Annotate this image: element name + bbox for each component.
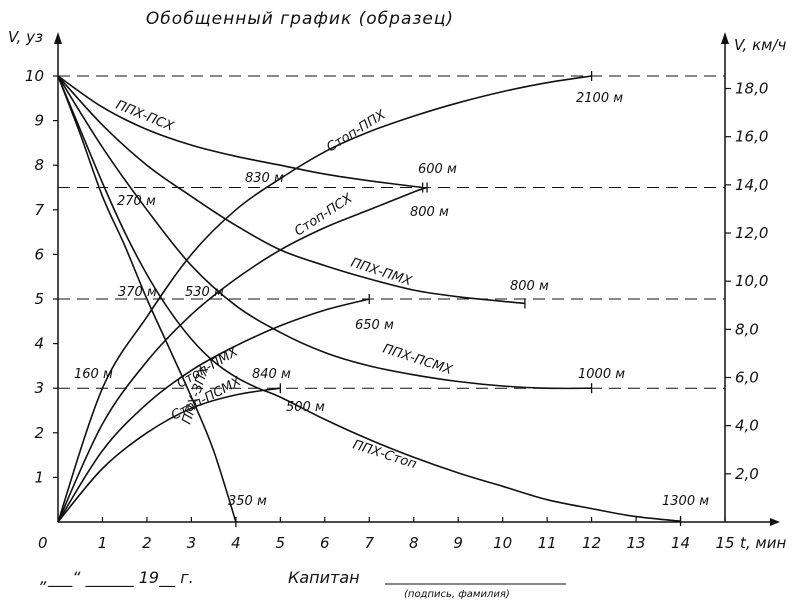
y-axis-left-label: V, уз bbox=[8, 28, 43, 46]
series-label-stop-pskh: Стоп-ПСХ bbox=[292, 190, 356, 239]
y-axis-left-arrow bbox=[54, 32, 62, 44]
y-tick-left-label: 7 bbox=[34, 201, 44, 219]
distance-labels: 600 м 800 м 800 м 1000 м 1300 м 350 м 21… bbox=[74, 91, 709, 509]
x-tick-label: 10 bbox=[493, 534, 512, 552]
series-label-ppkh-stop: ППХ-Стоп bbox=[351, 438, 419, 473]
series-line bbox=[57, 75, 592, 390]
y-tick-right-label: 6,0 bbox=[735, 369, 759, 387]
distance-label-2100: 2100 м bbox=[576, 91, 623, 106]
footer: „___“ ______ 19__ г. Капитан (подпись, ф… bbox=[40, 568, 566, 600]
x-tick-label: 2 bbox=[142, 534, 152, 552]
x-tick-label: 8 bbox=[409, 534, 419, 552]
series-layer bbox=[57, 71, 682, 527]
x-tick-label: 14 bbox=[671, 534, 690, 552]
x-tick-label: 3 bbox=[187, 534, 197, 552]
series-line bbox=[57, 186, 428, 523]
x-tick-label: 13 bbox=[627, 534, 646, 552]
series-line bbox=[57, 298, 370, 523]
y-tick-right-label: 12,0 bbox=[735, 224, 768, 242]
distance-label-1300: 1300 м bbox=[662, 494, 709, 509]
curve-labels: ППХ-ПСХ ППХ-ПМХ ППХ-ПСМХ ППХ-Стоп ППХ-ЗП… bbox=[114, 98, 456, 473]
signature-caption: (подпись, фамилия) bbox=[404, 589, 510, 600]
y-tick-left-label: 6 bbox=[34, 245, 44, 263]
x-tick-label: 9 bbox=[453, 534, 463, 552]
distance-label-270: 270 м bbox=[117, 194, 156, 209]
y-tick-right-label: 16,0 bbox=[735, 128, 768, 146]
y-tick-right-label: 8,0 bbox=[735, 320, 759, 338]
series-line bbox=[57, 75, 237, 523]
x-tick-label: 11 bbox=[538, 534, 557, 552]
x-tick-label: 6 bbox=[320, 534, 330, 552]
distance-label-830: 830 м bbox=[245, 171, 284, 186]
y-tick-right-label: 14,0 bbox=[735, 176, 768, 194]
distance-label-800-mid: 800 м bbox=[510, 279, 549, 294]
chart-title: Обобщенный график (образец) bbox=[146, 9, 454, 29]
series-line bbox=[57, 75, 592, 523]
y-tick-left-label: 3 bbox=[34, 379, 44, 397]
distance-label-800-top: 800 м bbox=[410, 205, 449, 220]
x-tick-label: 5 bbox=[276, 534, 286, 552]
distance-label-840: 840 м bbox=[252, 367, 291, 382]
y-tick-left-label: 1 bbox=[34, 468, 44, 486]
x-tick-label: 15 bbox=[715, 534, 734, 552]
distance-label-530: 530 м bbox=[185, 285, 224, 300]
series-label-stop-ppkh: Стоп-ППХ bbox=[324, 107, 389, 155]
distance-label-160: 160 м bbox=[74, 367, 113, 382]
x-tick-label: 1 bbox=[98, 534, 108, 552]
x-tick-label: 4 bbox=[231, 534, 241, 552]
y-tick-left-label: 5 bbox=[34, 290, 44, 308]
y-tick-left-label: 10 bbox=[25, 67, 44, 85]
y-tick-left-label: 2 bbox=[34, 424, 44, 442]
origin-label: 0 bbox=[38, 534, 48, 552]
series-line bbox=[57, 387, 281, 523]
ticks-layer: 1 2 3 4 5 6 7 8 9 10 11 12 13 14 15123456789102,04,06,… bbox=[25, 67, 769, 552]
y-tick-right-label: 2,0 bbox=[735, 465, 759, 483]
distance-label-1000: 1000 м bbox=[578, 367, 625, 382]
y-axis-right-arrow bbox=[721, 32, 729, 44]
y-tick-left-label: 9 bbox=[34, 112, 44, 130]
footer-captain: Капитан bbox=[288, 568, 360, 587]
y-tick-right-label: 18,0 bbox=[735, 80, 768, 98]
axes-frame bbox=[54, 32, 780, 526]
distance-label-600: 600 м bbox=[418, 162, 457, 177]
series-line bbox=[57, 75, 681, 522]
distance-label-650: 650 м bbox=[355, 318, 394, 333]
footer-date: „___“ ______ 19__ г. bbox=[40, 568, 194, 588]
x-tick-label: 12 bbox=[582, 534, 601, 552]
series-label-ppkh-pmkh: ППХ-ПМХ bbox=[349, 256, 415, 290]
y-tick-left-label: 8 bbox=[34, 156, 44, 174]
distance-label-370: 370 м bbox=[118, 285, 157, 300]
y-tick-right-label: 4,0 bbox=[735, 417, 759, 435]
y-tick-left-label: 4 bbox=[34, 335, 44, 353]
distance-label-500: 500 м bbox=[286, 400, 325, 415]
reference-lines bbox=[58, 75, 725, 389]
x-tick-label: 7 bbox=[364, 534, 374, 552]
x-axis-label: t, мин bbox=[740, 534, 786, 552]
series-label-ppkh-psmkh: ППХ-ПСМХ bbox=[381, 342, 455, 379]
series-line bbox=[57, 75, 423, 189]
x-axis-arrow bbox=[770, 518, 780, 526]
y-tick-right-label: 10,0 bbox=[735, 272, 768, 290]
y-axis-right-label: V, км/ч bbox=[734, 36, 787, 54]
distance-label-350: 350 м bbox=[228, 494, 267, 509]
